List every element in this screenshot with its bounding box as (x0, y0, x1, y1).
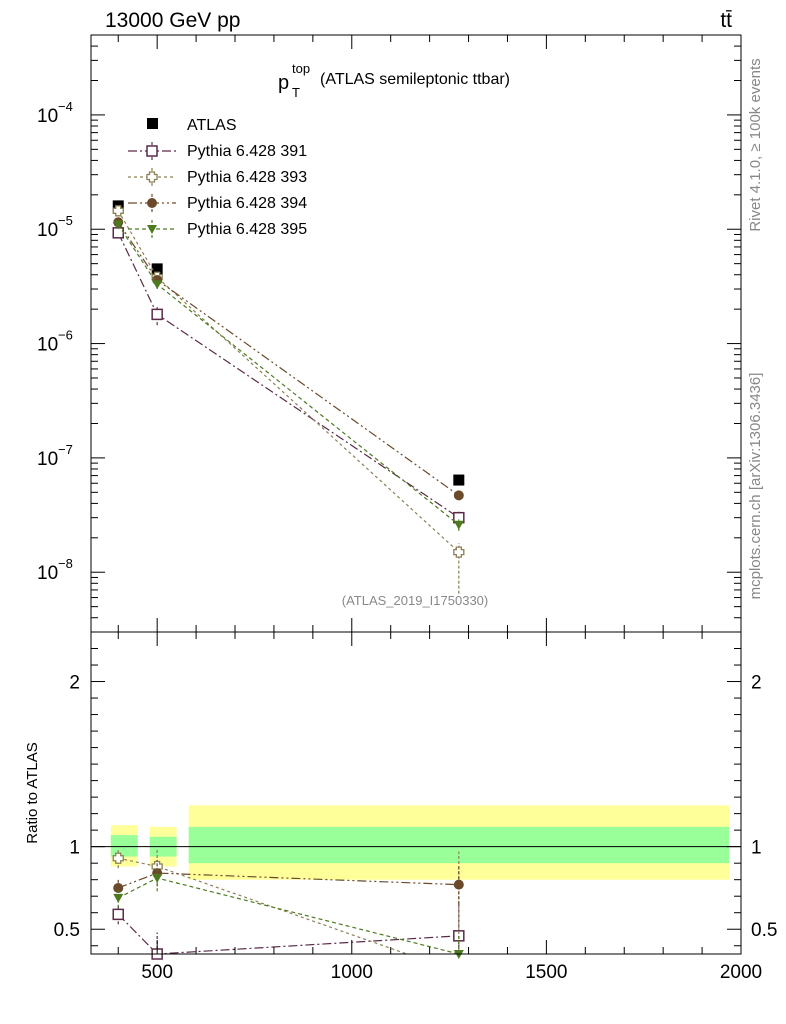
title-main: p (278, 72, 289, 94)
y-tick-label: 10 (37, 449, 58, 470)
series-line-2 (117, 221, 460, 496)
legend: ATLAS Pythia 6.428 391 Pythia 6.428 393 … (128, 117, 307, 238)
ratio-panel: 0.5 0.5 1 1 2 2 500 1000 1500 2000 Ratio to ATLAS (24, 631, 777, 983)
series-point-2 (453, 490, 464, 501)
ratio-band-inner (110, 835, 138, 857)
atlas-point (453, 474, 465, 486)
y-tick-label: 10 (37, 335, 58, 356)
main-panel: 10−810−710−610−510−4 p top T (ATLAS semi… (37, 34, 742, 633)
series-point-1 (112, 205, 124, 217)
series-point-3 (453, 520, 464, 530)
ratio-y-tick-label-right: 0.5 (751, 920, 777, 941)
y-tick-label: 10 (37, 220, 58, 241)
legend-marker-2 (147, 198, 157, 208)
ratio-y-tick-label: 2 (69, 673, 80, 694)
ratio-point-2 (113, 882, 124, 893)
analysis-watermark: (ATLAS_2019_I1750330) (342, 593, 488, 608)
series-line-3 (117, 224, 460, 526)
ratio-y-tick-label-right: 2 (751, 673, 762, 694)
plot-title: p top T (ATLAS semileptonic ttbar) (278, 61, 510, 100)
y-tick-label-exponent: −7 (58, 442, 73, 457)
legend-label-391: Pythia 6.428 391 (187, 143, 307, 160)
main-plot-content (112, 200, 465, 594)
ratio-point-1 (112, 852, 124, 864)
energy-label: 13000 GeV pp (105, 9, 240, 32)
ratio-point-0 (453, 930, 465, 942)
ratio-y-tick-label: 1 (69, 838, 80, 859)
title-subscript: T (292, 85, 300, 100)
x-tick-label: 500 (141, 962, 173, 983)
series-point-3 (113, 220, 124, 230)
ratio-line-1 (118, 857, 409, 954)
ratio-y-tick-label-right: 1 (751, 838, 762, 859)
ratio-axes: 0.5 0.5 1 1 2 2 500 1000 1500 2000 (54, 632, 777, 983)
ratio-ylabel: Ratio to ATLAS (24, 742, 41, 843)
series-point-0 (151, 308, 163, 321)
x-tick-label: 1500 (525, 962, 567, 983)
y-tick-label: 10 (37, 106, 58, 127)
mcplots-label: mcplots.cern.ch [arXiv:1306.3436] (747, 373, 764, 600)
series-point-3 (152, 280, 163, 290)
series-line-1 (117, 210, 460, 553)
ratio-line-3 (117, 877, 459, 954)
rivet-label: Rivet 4.1.0, ≥ 100k events (747, 58, 764, 231)
x-tick-label: 1000 (331, 962, 373, 983)
ratio-frame (90, 631, 742, 955)
y-tick-label-exponent: −5 (58, 213, 73, 228)
x-tick-label: 2000 (720, 962, 762, 983)
ratio-point-0 (112, 908, 124, 921)
process-label: tt̄ (720, 9, 732, 32)
ratio-line-0 (117, 913, 459, 954)
ratio-point-2 (453, 879, 464, 890)
series-line-0 (117, 232, 460, 519)
ratio-point-3 (113, 893, 124, 903)
ratio-point-3 (152, 874, 163, 884)
legend-label-394: Pythia 6.428 394 (187, 195, 307, 212)
legend-marker-1 (146, 171, 158, 183)
ratio-plot-content (91, 805, 741, 960)
title-rest: (ATLAS semileptonic ttbar) (320, 71, 510, 88)
y-tick-label-exponent: −8 (58, 556, 73, 571)
main-axes: 10−810−710−610−510−4 (37, 34, 742, 633)
legend-label-395: Pythia 6.428 395 (187, 221, 307, 238)
title-superscript: top (292, 61, 310, 76)
legend-marker-0 (146, 145, 158, 157)
atlas-point (151, 263, 163, 275)
ratio-line-2 (118, 872, 459, 889)
y-tick-label-exponent: −6 (58, 328, 73, 343)
legend-label-393: Pythia 6.428 393 (187, 169, 307, 186)
legend-marker-atlas (147, 118, 158, 129)
legend-marker-3 (147, 225, 157, 234)
legend-label-atlas: ATLAS (187, 117, 237, 134)
ratio-y-tick-label: 0.5 (54, 920, 80, 941)
series-point-1 (453, 546, 465, 558)
y-tick-label: 10 (37, 563, 58, 584)
y-tick-label-exponent: −4 (58, 99, 73, 114)
